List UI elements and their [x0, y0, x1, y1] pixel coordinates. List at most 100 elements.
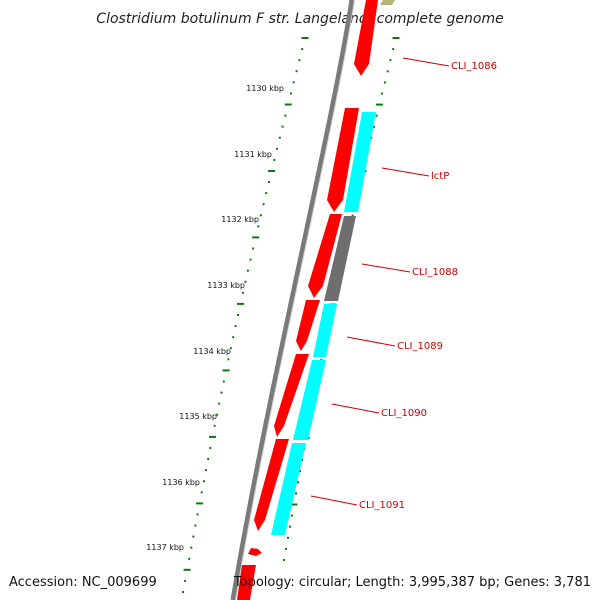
minor-scale-tick [392, 48, 395, 51]
minor-scale-tick [257, 225, 260, 228]
minor-scale-tick [252, 247, 255, 250]
minor-scale-tick [182, 591, 184, 593]
minor-scale-tick [196, 513, 199, 516]
gene-label-cli-1089[interactable]: CLI_1089 [397, 341, 443, 352]
minor-scale-tick [232, 336, 235, 339]
cds-arrow-bottom[interactable] [237, 565, 256, 600]
gene-bar-cli-1090[interactable] [293, 360, 326, 440]
minor-scale-tick [389, 59, 392, 62]
scale-label-1132: 1132 kbp [221, 215, 259, 224]
minor-scale-tick [194, 524, 197, 527]
genome-backbone [230, 0, 355, 600]
accession-text: Accession: NC_009699 [9, 575, 157, 590]
minor-scale-tick [381, 92, 384, 95]
minor-scale-tick [188, 557, 191, 560]
minor-scale-tick [246, 269, 249, 272]
gene-bar-cli-1089[interactable] [313, 304, 337, 357]
minor-scale-tick [237, 314, 239, 316]
gene-label-cli-1091[interactable]: CLI_1091 [359, 500, 405, 511]
minor-scale-tick [218, 402, 221, 405]
minor-scale-tick [372, 125, 375, 128]
minor-scale-tick [205, 469, 207, 472]
minor-scale-tick [192, 535, 195, 538]
cds-arrow-cli-1088[interactable] [308, 214, 342, 298]
minor-scale-tick [283, 559, 285, 561]
major-scale-tick [290, 503, 298, 506]
gene-bar-cli-1091[interactable] [271, 443, 306, 535]
major-scale-tick [252, 236, 260, 239]
major-scale-tick [392, 37, 400, 39]
gene-label-cli-1088[interactable]: CLI_1088 [412, 267, 458, 278]
minor-scale-tick [285, 547, 287, 550]
minor-scale-tick [290, 514, 293, 517]
major-scale-tick [222, 369, 230, 372]
minor-scale-tick [386, 70, 389, 73]
genome-backbone-highlight [235, 0, 355, 600]
scale-label-1133: 1133 kbp [207, 281, 245, 290]
scale-labels: 1130 kbp 1131 kbp 1132 kbp 1133 kbp 1134… [146, 84, 284, 552]
minor-scale-tick [289, 525, 291, 528]
gene-labels: CLI_1086 lctP CLI_1088 CLI_1089 CLI_1090… [359, 61, 497, 511]
gene-bar-lctp[interactable] [344, 112, 376, 212]
minor-scale-tick [287, 536, 289, 539]
cds-arrow-lctp[interactable] [327, 108, 359, 212]
major-scale-tick [268, 170, 276, 172]
major-scale-tick [196, 502, 204, 505]
minor-scale-tick [383, 81, 386, 84]
scale-label-1130: 1130 kbp [246, 84, 284, 93]
major-scale-tick [375, 103, 383, 106]
major-scale-tick [209, 435, 216, 438]
feature-track [237, 0, 395, 600]
genome-title: Clostridium botulinum F str. Langeland, … [96, 11, 503, 27]
cds-arrow-cli-1089[interactable] [296, 300, 320, 351]
minor-scale-tick [220, 391, 223, 394]
major-scale-tick [183, 568, 191, 571]
minor-scale-tick [202, 480, 205, 483]
minor-scale-tick [267, 181, 270, 183]
major-scale-tick [301, 37, 309, 39]
cds-arrow-cli-1086[interactable] [354, 0, 378, 76]
cds-arrow-cli-1091[interactable] [254, 439, 289, 531]
minor-scale-tick [292, 81, 295, 84]
minor-scale-tick [276, 147, 279, 150]
minor-scale-tick [299, 470, 301, 473]
minor-scale-tick [209, 447, 212, 449]
cds-arrow-cli-1090[interactable] [274, 354, 309, 437]
gene-bar-cli-1088-pseudo[interactable] [324, 216, 356, 301]
minor-scale-tick [298, 59, 301, 62]
minor-scale-tick [229, 347, 232, 350]
rna-feature[interactable] [380, 0, 395, 5]
major-scale-tick [284, 103, 292, 106]
minor-scale-tick [375, 114, 378, 117]
minor-scale-tick [284, 114, 287, 117]
cds-arrow-small[interactable] [248, 548, 262, 556]
minor-scale-tick [281, 125, 284, 128]
minor-scale-tick [241, 291, 244, 294]
minor-scale-tick [184, 579, 187, 582]
minor-scale-tick [200, 491, 203, 494]
minor-scale-tick [244, 280, 247, 283]
gene-label-cli-1090[interactable]: CLI_1090 [381, 408, 427, 419]
minor-scale-tick [222, 380, 225, 383]
inner-scale-ticks [283, 37, 400, 561]
minor-scale-tick [213, 424, 216, 427]
major-scale-tick [237, 302, 244, 305]
minor-scale-tick [301, 48, 304, 51]
minor-scale-tick [234, 325, 237, 328]
outer-scale-ticks [182, 37, 309, 593]
minor-scale-tick [351, 214, 354, 217]
minor-scale-tick [249, 258, 252, 261]
minor-scale-tick [297, 481, 299, 484]
minor-scale-tick [289, 92, 292, 95]
minor-scale-tick [259, 214, 262, 217]
minor-scale-tick [265, 192, 268, 195]
minor-scale-tick [278, 136, 281, 139]
minor-scale-tick [295, 70, 298, 73]
minor-scale-tick [262, 203, 265, 206]
scale-label-1137: 1137 kbp [146, 543, 184, 552]
minor-scale-tick [227, 358, 230, 361]
gene-label-cli-1086[interactable]: CLI_1086 [451, 61, 497, 72]
scale-label-1135: 1135 kbp [179, 412, 217, 421]
gene-label-lctp[interactable]: lctP [431, 171, 449, 182]
